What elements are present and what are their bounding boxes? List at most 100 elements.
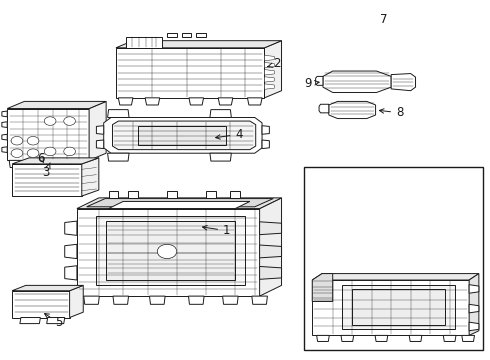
- Polygon shape: [265, 41, 282, 98]
- Polygon shape: [260, 222, 282, 235]
- Polygon shape: [167, 192, 177, 198]
- Polygon shape: [230, 192, 240, 198]
- Polygon shape: [108, 110, 129, 117]
- Circle shape: [44, 147, 56, 156]
- Polygon shape: [317, 336, 329, 342]
- Polygon shape: [82, 158, 99, 196]
- Polygon shape: [2, 111, 7, 117]
- Polygon shape: [469, 304, 479, 313]
- Polygon shape: [196, 33, 206, 37]
- Polygon shape: [106, 221, 235, 280]
- Polygon shape: [20, 318, 40, 324]
- Polygon shape: [409, 336, 422, 342]
- Polygon shape: [443, 336, 456, 342]
- Circle shape: [27, 149, 39, 157]
- Text: 6: 6: [38, 152, 45, 165]
- Polygon shape: [469, 285, 479, 293]
- Polygon shape: [7, 109, 89, 160]
- Polygon shape: [65, 221, 77, 235]
- Polygon shape: [222, 296, 238, 304]
- Polygon shape: [145, 98, 160, 105]
- Polygon shape: [218, 98, 233, 105]
- Text: 4: 4: [216, 128, 243, 141]
- Polygon shape: [97, 126, 104, 134]
- Polygon shape: [262, 140, 270, 149]
- Polygon shape: [12, 164, 82, 196]
- Polygon shape: [104, 117, 262, 153]
- Polygon shape: [89, 102, 106, 160]
- Polygon shape: [469, 274, 479, 336]
- Text: 9: 9: [305, 77, 319, 90]
- Polygon shape: [189, 98, 203, 105]
- Polygon shape: [312, 274, 479, 280]
- Polygon shape: [65, 266, 77, 280]
- Polygon shape: [265, 69, 274, 75]
- Text: 1: 1: [202, 224, 231, 237]
- Polygon shape: [265, 77, 274, 82]
- Polygon shape: [319, 104, 329, 113]
- Polygon shape: [116, 41, 282, 48]
- Polygon shape: [260, 245, 282, 258]
- Polygon shape: [33, 160, 47, 167]
- Polygon shape: [97, 216, 245, 285]
- Polygon shape: [265, 84, 274, 89]
- Polygon shape: [167, 33, 177, 37]
- Polygon shape: [77, 198, 282, 208]
- Text: 5: 5: [45, 314, 63, 329]
- Polygon shape: [182, 33, 192, 37]
- Polygon shape: [149, 296, 165, 304]
- Polygon shape: [352, 289, 445, 325]
- Polygon shape: [12, 158, 99, 164]
- Polygon shape: [2, 147, 7, 153]
- Polygon shape: [260, 266, 282, 279]
- Polygon shape: [77, 208, 260, 296]
- Polygon shape: [375, 336, 388, 342]
- Circle shape: [157, 244, 177, 258]
- Polygon shape: [2, 122, 7, 127]
- Polygon shape: [262, 126, 270, 134]
- Circle shape: [64, 147, 75, 156]
- Polygon shape: [7, 102, 106, 109]
- Polygon shape: [47, 318, 65, 324]
- Polygon shape: [109, 202, 250, 208]
- Polygon shape: [138, 126, 225, 145]
- Polygon shape: [312, 274, 333, 301]
- Polygon shape: [469, 322, 479, 331]
- Polygon shape: [80, 160, 94, 167]
- Polygon shape: [210, 110, 231, 117]
- Polygon shape: [70, 285, 83, 318]
- Polygon shape: [109, 192, 118, 198]
- Text: 2: 2: [268, 57, 281, 71]
- Polygon shape: [247, 98, 262, 105]
- Polygon shape: [323, 71, 391, 93]
- Polygon shape: [260, 198, 282, 296]
- Circle shape: [44, 117, 56, 125]
- Bar: [304, 167, 483, 350]
- Circle shape: [11, 149, 23, 157]
- Polygon shape: [210, 153, 231, 161]
- Polygon shape: [12, 291, 70, 318]
- Polygon shape: [206, 192, 216, 198]
- Polygon shape: [343, 285, 455, 329]
- Circle shape: [27, 136, 39, 145]
- Text: 3: 3: [43, 163, 50, 179]
- Polygon shape: [65, 244, 77, 258]
- Polygon shape: [462, 336, 474, 342]
- Polygon shape: [84, 296, 99, 304]
- Polygon shape: [113, 296, 128, 304]
- Polygon shape: [12, 285, 83, 291]
- Polygon shape: [391, 73, 416, 91]
- Polygon shape: [87, 199, 273, 207]
- Text: 8: 8: [379, 106, 403, 120]
- Polygon shape: [128, 192, 138, 198]
- Polygon shape: [9, 160, 23, 167]
- Polygon shape: [265, 63, 274, 68]
- Polygon shape: [113, 121, 256, 150]
- Polygon shape: [2, 134, 7, 140]
- Polygon shape: [316, 76, 323, 85]
- Polygon shape: [97, 140, 104, 149]
- Polygon shape: [108, 153, 129, 161]
- Polygon shape: [341, 336, 354, 342]
- Text: 7: 7: [380, 13, 388, 27]
- Circle shape: [64, 117, 75, 125]
